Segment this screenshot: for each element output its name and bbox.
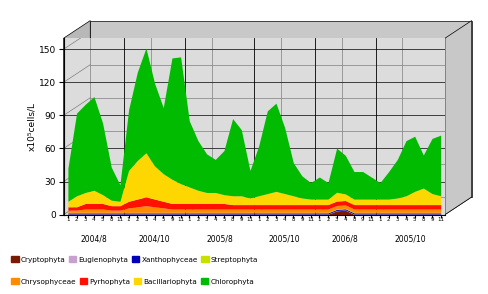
Legend: Cryptophyta, Euglenophyta, Xanthophyceae, Streptophyta: Cryptophyta, Euglenophyta, Xanthophyceae…: [8, 253, 261, 265]
Text: 2005/10: 2005/10: [268, 234, 300, 243]
Text: 2004/10: 2004/10: [139, 234, 170, 243]
Text: 2005/8: 2005/8: [206, 234, 232, 243]
Legend: Chrysophyceae, Pyrhophyta, Bacillariophyta, Chlorophyta: Chrysophyceae, Pyrhophyta, Bacillariophy…: [8, 275, 256, 288]
Text: 2005/10: 2005/10: [394, 234, 425, 243]
Y-axis label: x10⁵cells/L: x10⁵cells/L: [27, 102, 36, 151]
Text: 2006/8: 2006/8: [331, 234, 358, 243]
Text: 2004/8: 2004/8: [81, 234, 107, 243]
